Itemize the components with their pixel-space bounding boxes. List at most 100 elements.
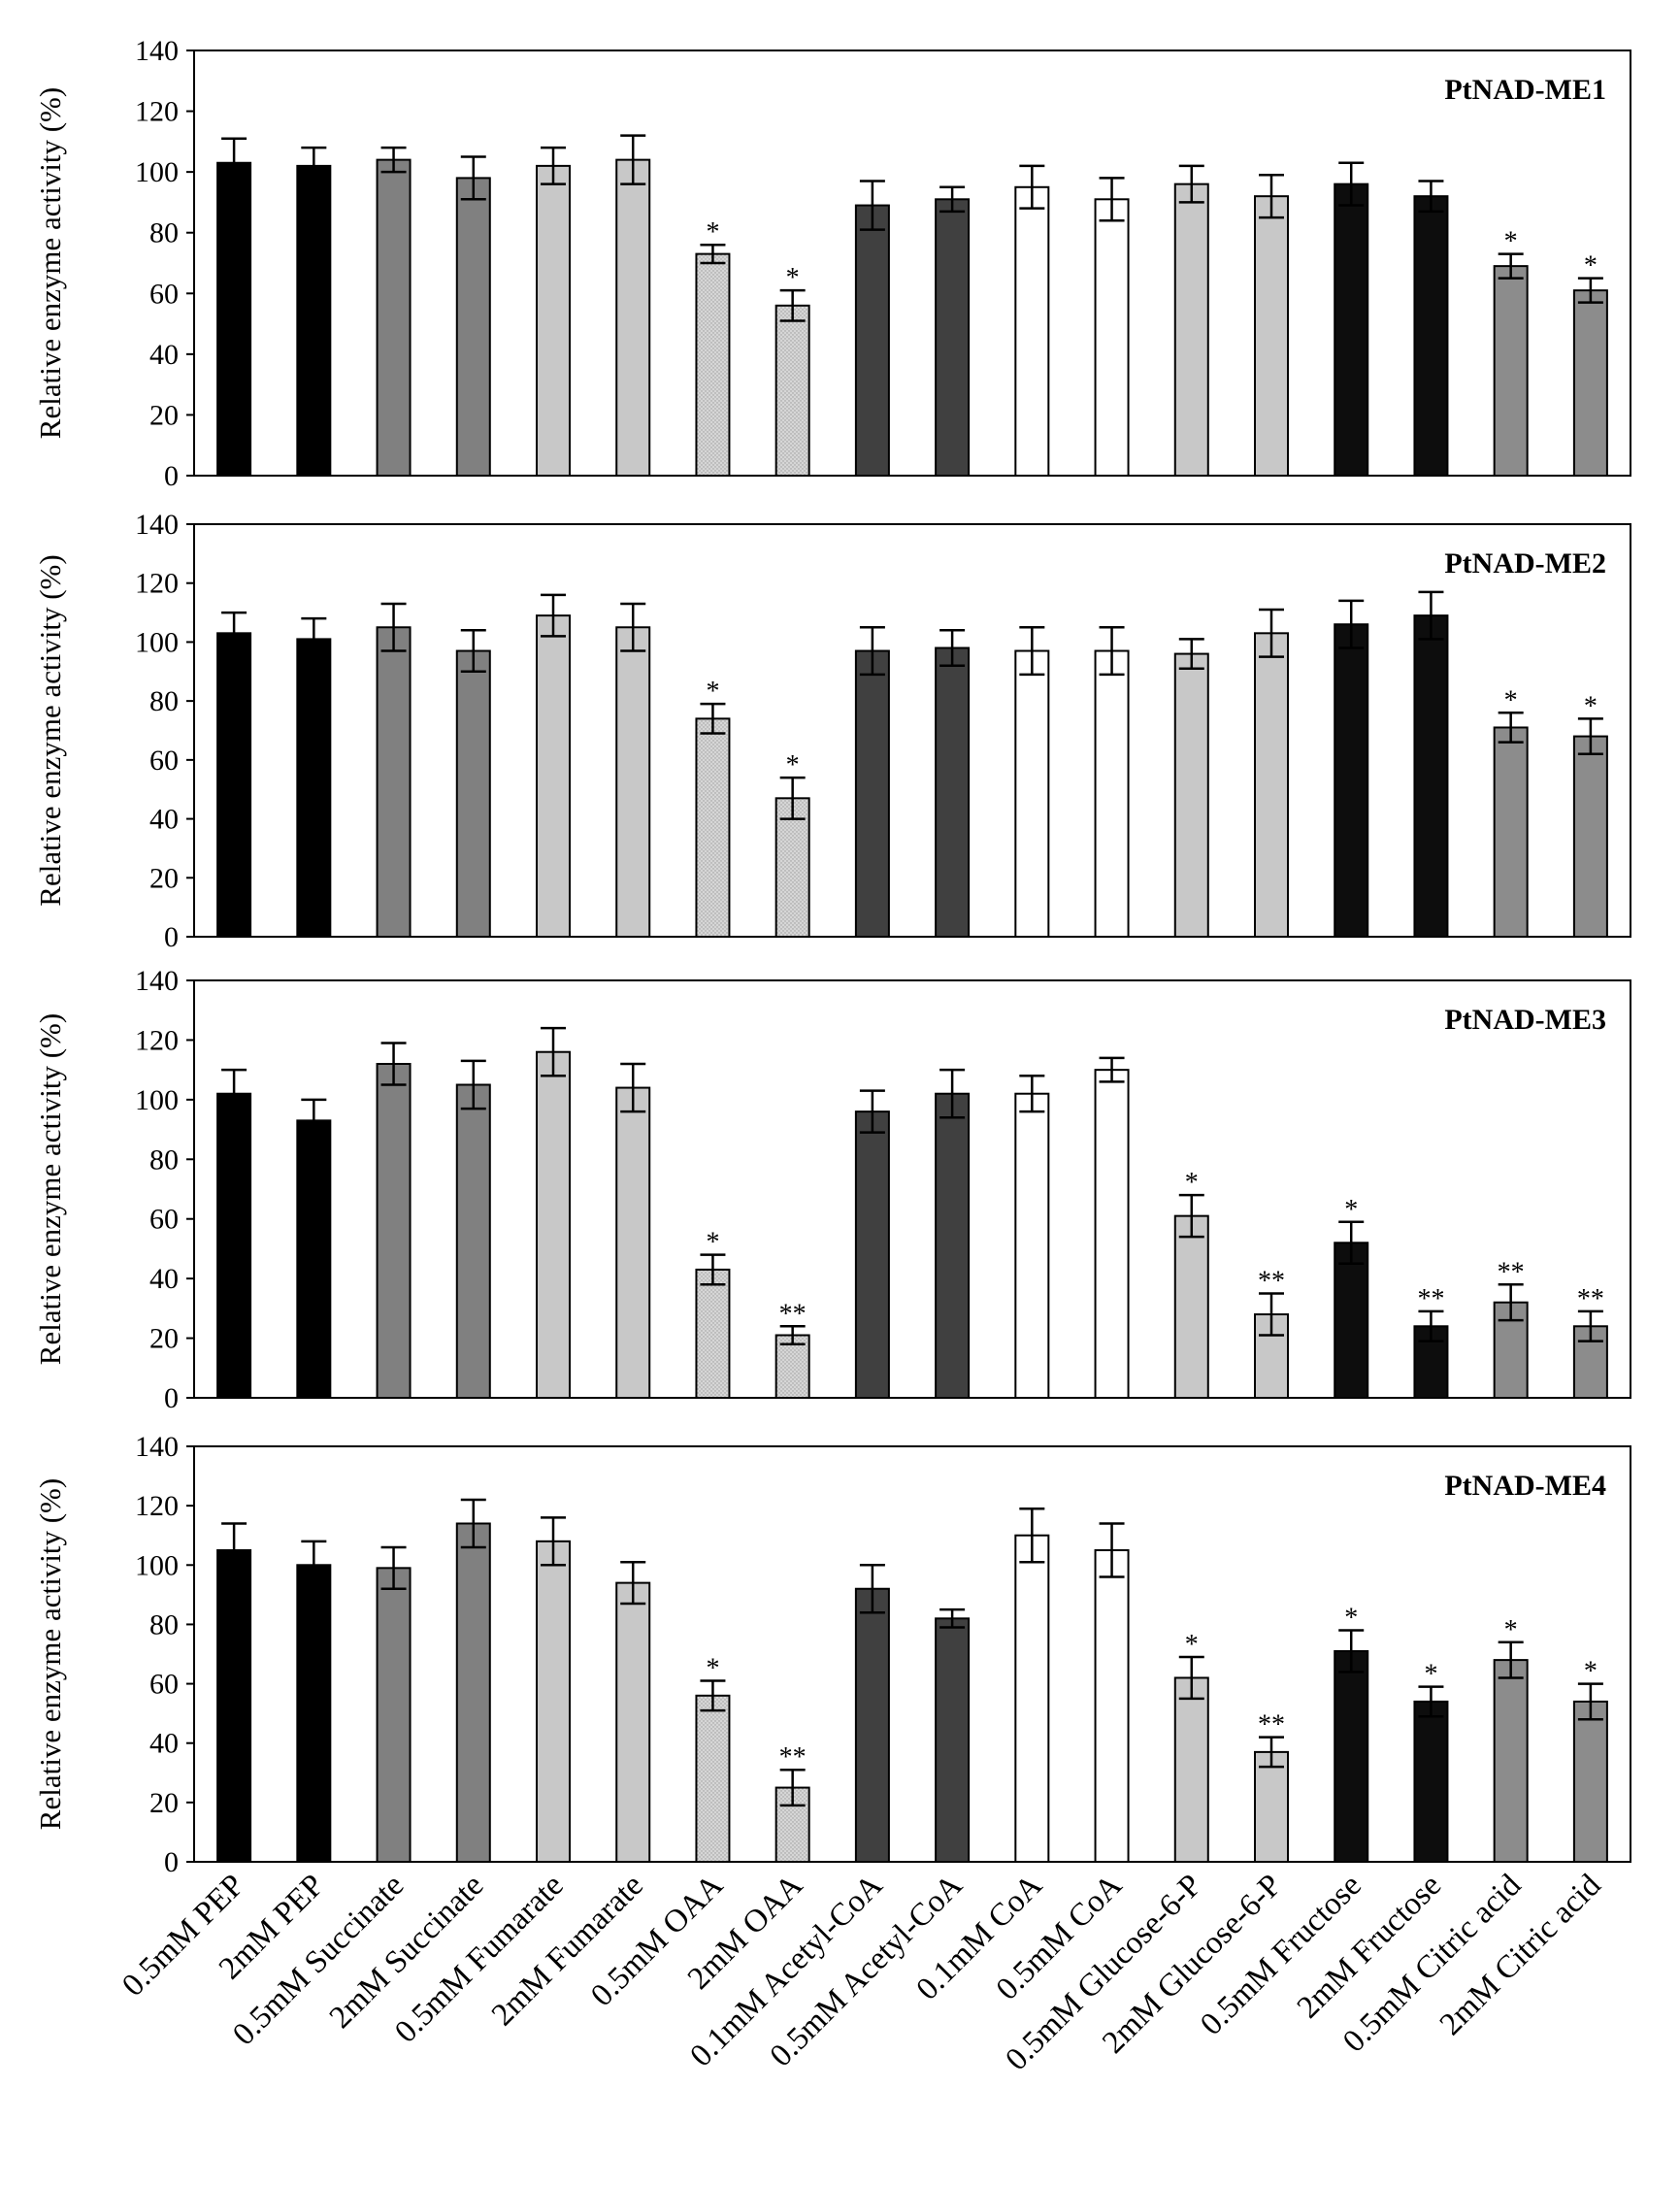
bar-2-10 (935, 646, 971, 938)
y-tick-label: 120 (135, 568, 179, 600)
panel-title: PtNAD-ME2 (1444, 547, 1606, 580)
panel-title: PtNAD-ME3 (1444, 1004, 1606, 1036)
significance-mark: * (1185, 1630, 1199, 1660)
y-tick-label: 100 (135, 1084, 179, 1116)
significance-mark: ** (1577, 1284, 1604, 1314)
y-tick-label: 40 (149, 339, 179, 371)
bar-2-11 (1014, 649, 1050, 938)
bar-2-7 (695, 717, 731, 938)
y-tick-label: 100 (135, 626, 179, 658)
significance-mark: * (1504, 227, 1518, 257)
bar-1-11 (1014, 185, 1050, 478)
bar-2-17 (1493, 726, 1529, 939)
bar-1-6 (615, 158, 651, 477)
y-axis-label: Relative enzyme activity (%) (33, 1013, 67, 1365)
bar-2-14 (1254, 632, 1289, 938)
significance-mark: * (1504, 685, 1518, 715)
bar-3-1 (216, 1092, 252, 1399)
bar-3-12 (1094, 1069, 1130, 1399)
chart-panel-1: 0 20 40 60 80 100 120 140 Relative enzyme activi… (33, 35, 1631, 492)
bar-1-10 (935, 198, 971, 478)
bar-4-13 (1173, 1676, 1209, 1864)
significance-mark: * (786, 750, 800, 780)
significance-mark: * (1424, 1660, 1437, 1690)
bar-2-8 (774, 797, 810, 938)
y-tick-label: 20 (149, 399, 179, 431)
bar-4-16 (1413, 1700, 1449, 1864)
bar-1-16 (1413, 195, 1449, 478)
bar-3-3 (376, 1063, 412, 1399)
bar-3-10 (935, 1092, 971, 1399)
significance-mark: * (706, 1654, 719, 1684)
significance-mark: ** (1417, 1284, 1444, 1314)
bar-4-10 (935, 1617, 971, 1864)
bar-4-4 (455, 1522, 491, 1863)
significance-mark: * (706, 677, 719, 707)
y-tick-label: 0 (164, 460, 179, 492)
bar-3-9 (854, 1110, 890, 1399)
bar-2-2 (296, 638, 332, 939)
y-axis-label: Relative enzyme activity (%) (33, 1478, 67, 1830)
y-tick-label: 20 (149, 1323, 179, 1355)
bar-4-2 (296, 1564, 332, 1864)
y-tick-label: 80 (149, 1608, 179, 1640)
y-tick-label: 60 (149, 278, 179, 310)
y-tick-label: 80 (149, 685, 179, 717)
panel-title: PtNAD-ME4 (1444, 1470, 1606, 1502)
bar-4-17 (1493, 1659, 1529, 1863)
significance-mark: * (1584, 1657, 1598, 1687)
bar-1-18 (1572, 289, 1608, 477)
bar-1-17 (1493, 265, 1529, 477)
bar-1-3 (376, 158, 412, 477)
significance-mark: ** (1498, 1257, 1525, 1287)
bar-4-8 (774, 1786, 810, 1863)
significance-mark: * (1344, 1604, 1358, 1634)
bar-4-5 (536, 1540, 571, 1864)
bar-4-9 (854, 1587, 890, 1863)
bar-3-15 (1334, 1242, 1369, 1400)
bar-2-12 (1094, 649, 1130, 938)
significance-mark: * (1185, 1168, 1199, 1198)
y-tick-label: 140 (135, 509, 179, 541)
bar-4-15 (1334, 1649, 1369, 1864)
bar-4-14 (1254, 1750, 1289, 1864)
y-tick-label: 140 (135, 965, 179, 997)
bar-1-8 (774, 304, 810, 477)
bar-2-16 (1413, 614, 1449, 938)
bar-1-7 (695, 252, 731, 477)
bar-4-7 (695, 1694, 731, 1864)
y-tick-label: 0 (164, 1382, 179, 1414)
bar-1-14 (1254, 195, 1289, 478)
bar-4-18 (1572, 1700, 1608, 1864)
significance-mark: * (786, 263, 800, 293)
y-tick-label: 60 (149, 1204, 179, 1236)
y-tick-label: 140 (135, 35, 179, 67)
bar-2-1 (216, 632, 252, 938)
bar-1-12 (1094, 198, 1130, 478)
bar-1-13 (1173, 182, 1209, 478)
significance-mark: * (706, 217, 719, 248)
y-tick-label: 40 (149, 1263, 179, 1295)
significance-mark: ** (1258, 1267, 1285, 1297)
bar-4-12 (1094, 1549, 1130, 1863)
chart-panel-3: 0 20 40 60 80 100 120 140 Relative enzyme activi… (33, 965, 1631, 1414)
y-tick-label: 100 (135, 1549, 179, 1581)
bar-3-2 (296, 1119, 332, 1400)
bar-1-5 (536, 164, 571, 477)
bar-2-3 (376, 626, 412, 938)
plot-frame (193, 1445, 1631, 1863)
plot-frame (193, 523, 1631, 938)
y-tick-label: 60 (149, 1669, 179, 1701)
y-axis-label: Relative enzyme activity (%) (33, 87, 67, 439)
bar-2-6 (615, 626, 651, 938)
bar-1-9 (854, 204, 890, 478)
y-tick-label: 120 (135, 1024, 179, 1056)
bar-2-13 (1173, 652, 1209, 938)
bar-2-9 (854, 649, 890, 938)
y-tick-label: 40 (149, 1728, 179, 1760)
y-tick-label: 40 (149, 804, 179, 836)
significance-mark: * (1344, 1195, 1358, 1225)
bar-2-5 (536, 614, 571, 938)
bar-4-6 (615, 1581, 651, 1863)
